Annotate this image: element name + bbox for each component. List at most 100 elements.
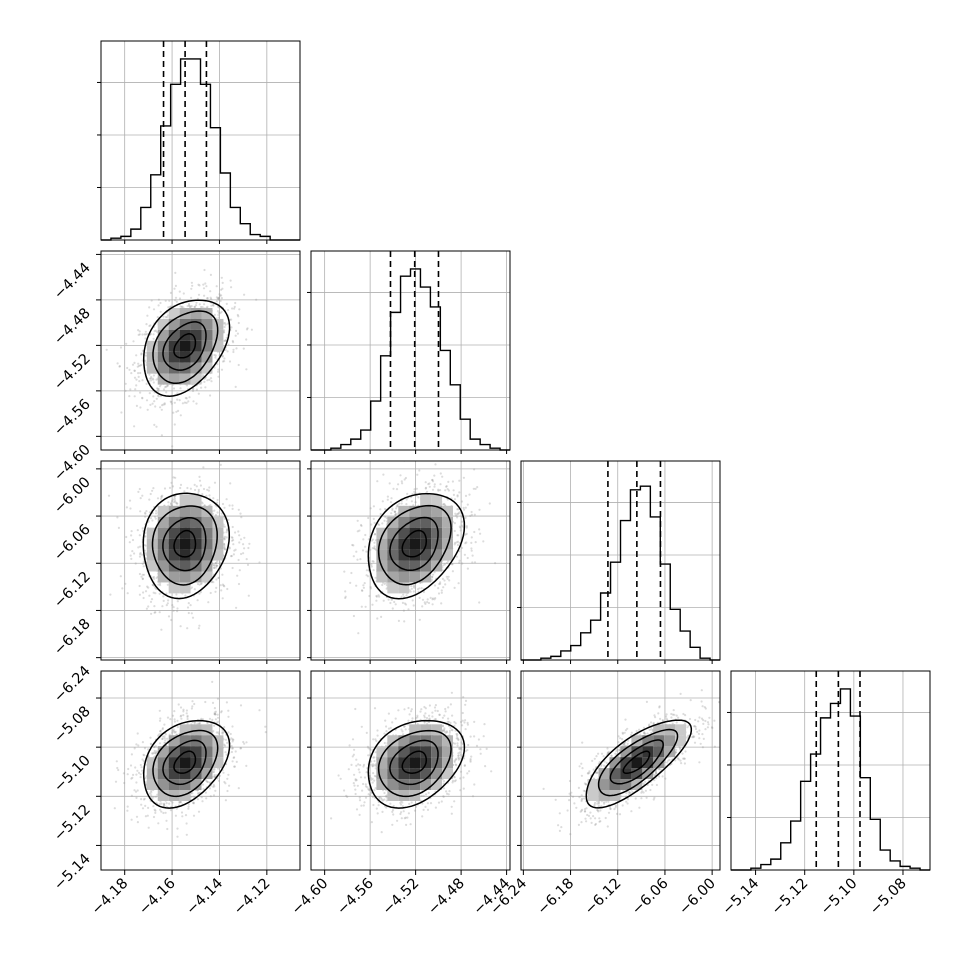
scatter-point bbox=[371, 603, 374, 606]
scatter-point bbox=[258, 561, 261, 564]
scatter-point bbox=[494, 562, 497, 565]
scatter-point bbox=[373, 547, 376, 550]
scatter-point bbox=[472, 487, 475, 490]
density-cell bbox=[387, 516, 399, 528]
scatter-point bbox=[213, 566, 216, 570]
density-cell bbox=[201, 351, 213, 363]
scatter-point bbox=[153, 605, 156, 608]
scatter-point bbox=[107, 494, 111, 497]
scatter-point bbox=[236, 313, 239, 317]
scatter-point bbox=[140, 575, 143, 578]
scatter-point bbox=[138, 584, 141, 588]
scatter-point bbox=[457, 512, 460, 515]
scatter-point bbox=[188, 396, 191, 399]
density-cell bbox=[409, 505, 421, 517]
scatter-point bbox=[482, 540, 485, 543]
scatter-point bbox=[443, 563, 446, 566]
density-cell bbox=[431, 549, 443, 561]
scatter-point bbox=[191, 616, 195, 619]
scatter-point bbox=[181, 815, 184, 818]
scatter-point bbox=[166, 384, 169, 387]
density-cell bbox=[168, 582, 180, 594]
scatter-point bbox=[235, 606, 238, 609]
scatter-point bbox=[179, 305, 182, 308]
scatter-point bbox=[162, 811, 165, 815]
scatter-point bbox=[183, 490, 186, 493]
scatter-point bbox=[198, 583, 201, 586]
scatter-point bbox=[437, 489, 440, 492]
scatter-point bbox=[456, 516, 459, 519]
scatter-point bbox=[208, 486, 211, 489]
scatter-point bbox=[165, 385, 168, 388]
scatter-point bbox=[213, 712, 216, 715]
scatter-point bbox=[179, 387, 182, 390]
scatter-point bbox=[175, 733, 178, 736]
scatter-point bbox=[440, 591, 443, 594]
scatter-point bbox=[217, 313, 220, 317]
density-cell bbox=[201, 571, 213, 583]
scatter-point bbox=[359, 523, 363, 527]
scatter-point bbox=[138, 534, 141, 537]
scatter-point bbox=[344, 590, 347, 593]
scatter-point bbox=[385, 587, 388, 590]
scatter-point bbox=[407, 608, 410, 611]
scatter-point bbox=[178, 399, 181, 402]
scatter-point bbox=[185, 384, 189, 387]
scatter-point bbox=[189, 305, 192, 308]
scatter-point bbox=[216, 310, 220, 313]
scatter-point bbox=[426, 490, 429, 493]
scatter-point bbox=[116, 516, 119, 519]
scatter-point bbox=[176, 726, 179, 729]
scatter-point bbox=[173, 423, 176, 426]
scatter-point bbox=[182, 714, 185, 717]
scatter-point bbox=[427, 483, 430, 486]
scatter-point bbox=[184, 396, 187, 400]
scatter-point bbox=[148, 306, 151, 309]
scatter-point bbox=[189, 487, 192, 490]
scatter-point bbox=[145, 323, 148, 326]
scatter-point bbox=[394, 513, 397, 517]
scatter-point bbox=[223, 525, 226, 528]
scatter-point bbox=[445, 485, 448, 488]
density-cell bbox=[157, 340, 169, 352]
scatter-point bbox=[181, 402, 184, 405]
scatter-point bbox=[439, 581, 442, 584]
scatter-point bbox=[479, 532, 482, 535]
density-cell bbox=[190, 318, 202, 330]
scatter-point bbox=[197, 293, 201, 296]
scatter-point bbox=[457, 508, 460, 511]
scatter-point bbox=[226, 350, 229, 353]
scatter-point bbox=[223, 548, 226, 551]
scatter-point bbox=[217, 576, 220, 579]
scatter-point bbox=[223, 585, 226, 588]
scatter-point bbox=[179, 706, 183, 709]
scatter-point bbox=[137, 333, 140, 336]
scatter-point bbox=[138, 487, 141, 491]
density-cell bbox=[179, 373, 191, 385]
scatter-point bbox=[398, 502, 401, 505]
scatter-point bbox=[364, 545, 367, 548]
scatter-point bbox=[225, 536, 228, 539]
scatter-point bbox=[221, 573, 224, 576]
scatter-point bbox=[195, 402, 198, 405]
scatter-point bbox=[360, 589, 364, 592]
scatter-point bbox=[124, 582, 127, 585]
scatter-point bbox=[163, 802, 166, 805]
scatter-point bbox=[213, 566, 216, 570]
scatter-point bbox=[205, 779, 208, 782]
scatter-point bbox=[137, 490, 140, 493]
scatter-point bbox=[220, 310, 223, 313]
scatter-point bbox=[245, 328, 249, 331]
scatter-point bbox=[219, 294, 222, 297]
scatter-point bbox=[165, 604, 168, 607]
scatter-point bbox=[197, 490, 200, 493]
scatter-point bbox=[191, 284, 194, 287]
scatter-point bbox=[207, 601, 210, 604]
scatter-point bbox=[183, 401, 186, 404]
scatter-point bbox=[150, 299, 153, 302]
scatter-point bbox=[227, 343, 230, 346]
scatter-point bbox=[135, 796, 138, 800]
scatter-point bbox=[136, 732, 139, 735]
scatter-point bbox=[234, 334, 237, 337]
scatter-point bbox=[395, 488, 399, 491]
